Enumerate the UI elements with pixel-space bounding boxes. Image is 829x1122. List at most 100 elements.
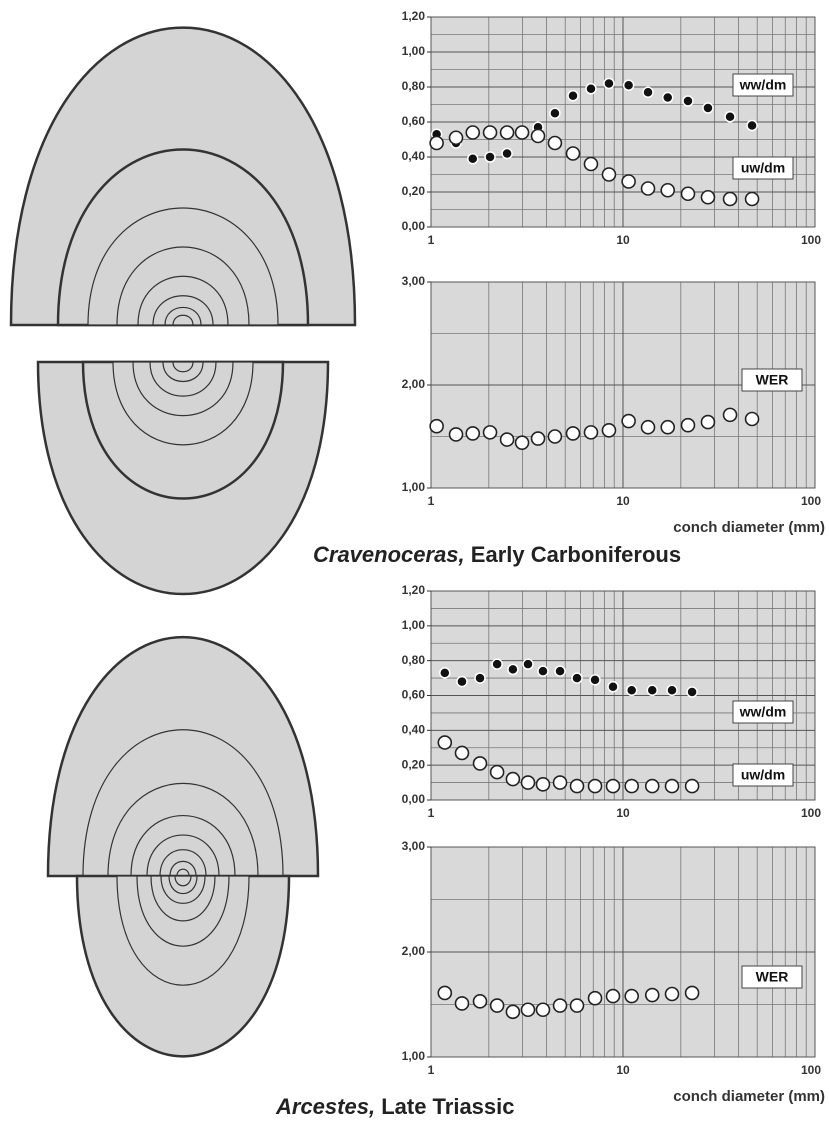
- whorl: [172, 361, 194, 373]
- point: [437, 735, 453, 750]
- y-tick-label: 3,00: [402, 839, 426, 853]
- point: [456, 675, 468, 688]
- point: [642, 86, 654, 98]
- point: [624, 778, 640, 794]
- x-tick-label: 1: [428, 233, 435, 247]
- x-axis-label: conch diameter (mm): [673, 519, 825, 536]
- point: [571, 672, 583, 684]
- point: [621, 413, 636, 429]
- x-tick-label: 100: [801, 233, 821, 247]
- point: [601, 167, 617, 182]
- point: [724, 111, 736, 123]
- x-axis-label: conch diameter (mm): [673, 1088, 825, 1105]
- point: [700, 189, 716, 205]
- y-tick-label: 0,20: [402, 184, 426, 198]
- point: [530, 128, 546, 144]
- point: [535, 1002, 551, 1018]
- y-tick-label: 0,00: [402, 219, 426, 233]
- point: [482, 125, 498, 140]
- point: [700, 414, 716, 430]
- legend-label: WER: [756, 969, 789, 985]
- point: [680, 186, 696, 202]
- point: [644, 778, 660, 794]
- series-label: ww/dm: [732, 700, 794, 724]
- label-box: [732, 700, 794, 724]
- point: [607, 681, 619, 693]
- point: [437, 985, 453, 1001]
- legend-label: ww/dm: [739, 704, 787, 720]
- x-tick-label: 100: [801, 494, 821, 508]
- point: [472, 756, 488, 771]
- caption: Arcestes, Late Triassic: [276, 1094, 515, 1120]
- point: [499, 125, 515, 140]
- y-tick-label: 0,40: [402, 149, 426, 163]
- point: [467, 153, 479, 165]
- point: [552, 998, 568, 1013]
- legend-label: ww/dm: [739, 77, 787, 93]
- point: [589, 674, 601, 686]
- label-box: [732, 763, 794, 787]
- x-tick-label: 1: [428, 806, 435, 820]
- point: [682, 95, 694, 107]
- point: [587, 990, 603, 1006]
- series-label: uw/dm: [732, 763, 794, 787]
- y-tick-label: 1,20: [402, 583, 426, 597]
- point: [499, 432, 515, 447]
- point: [505, 1004, 521, 1020]
- point: [625, 684, 638, 697]
- point: [565, 146, 581, 161]
- point: [472, 994, 488, 1009]
- label-box: [732, 156, 794, 180]
- point: [482, 425, 498, 440]
- point: [660, 419, 676, 435]
- y-tick-label: 1,00: [402, 480, 426, 494]
- whorl: [172, 314, 194, 326]
- point: [448, 130, 464, 146]
- x-tick-label: 10: [616, 494, 630, 508]
- genus: Arcestes,: [276, 1094, 376, 1119]
- point: [664, 778, 680, 794]
- point: [489, 998, 505, 1013]
- point: [587, 778, 603, 794]
- point: [489, 764, 505, 780]
- y-tick-label: 2,00: [402, 944, 426, 958]
- y-tick-label: 1,00: [402, 618, 426, 632]
- point: [465, 426, 481, 441]
- caption: Cravenoceras, Early Carboniferous: [313, 542, 681, 568]
- point: [583, 156, 599, 172]
- age: Late Triassic: [381, 1094, 515, 1119]
- point: [554, 665, 566, 677]
- y-tick-label: 1,00: [402, 44, 426, 58]
- point: [605, 778, 621, 794]
- point: [567, 90, 579, 102]
- point: [621, 174, 636, 189]
- label-box: [741, 368, 803, 392]
- legend-label: uw/dm: [741, 767, 785, 783]
- point: [547, 429, 563, 444]
- point: [722, 407, 738, 423]
- point: [514, 125, 530, 140]
- y-tick-label: 0,60: [402, 688, 426, 702]
- point: [646, 684, 658, 697]
- y-tick-label: 0,00: [402, 792, 426, 806]
- point: [429, 135, 444, 151]
- point: [520, 775, 536, 790]
- point: [474, 672, 486, 684]
- series-label: WER: [741, 368, 803, 392]
- genus: Cravenoceras,: [313, 542, 465, 567]
- y-tick-label: 0,20: [402, 757, 426, 771]
- y-tick-label: 1,20: [402, 9, 426, 23]
- point: [680, 417, 696, 433]
- label-box: [732, 73, 794, 97]
- point: [660, 182, 676, 198]
- y-tick-label: 0,60: [402, 114, 426, 128]
- point: [744, 191, 760, 207]
- point: [522, 658, 534, 670]
- legend-label: WER: [756, 372, 789, 388]
- point: [484, 151, 496, 163]
- point: [537, 665, 549, 677]
- point: [549, 107, 561, 119]
- series-label: uw/dm: [732, 156, 794, 180]
